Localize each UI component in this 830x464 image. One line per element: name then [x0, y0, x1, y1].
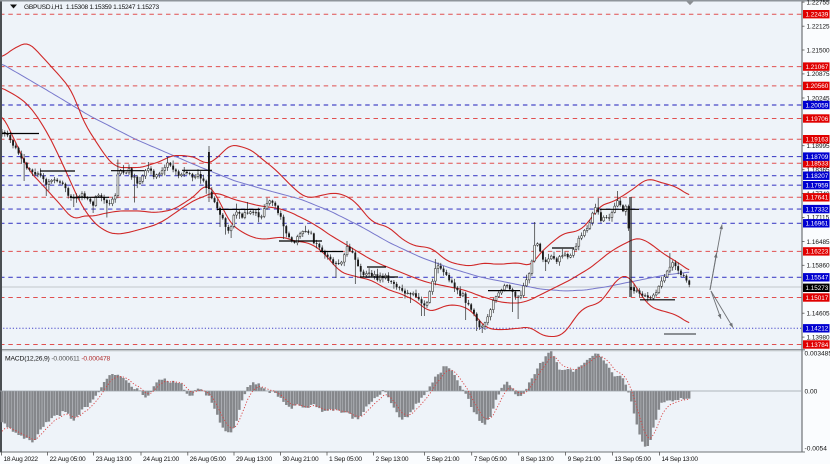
svg-text:7 Sep 05:00: 7 Sep 05:00	[474, 456, 507, 463]
svg-text:1.15017: 1.15017	[806, 295, 829, 302]
svg-text:1.17115: 1.17115	[807, 215, 830, 222]
svg-text:14 Sep 13:00: 14 Sep 13:00	[662, 456, 699, 463]
svg-text:1.16223: 1.16223	[806, 249, 829, 256]
svg-text:1.18207: 1.18207	[806, 173, 829, 180]
svg-text:26 Aug 05:00: 26 Aug 05:00	[190, 456, 226, 463]
svg-text:13 Sep 05:00: 13 Sep 05:00	[614, 456, 651, 463]
svg-text:18 Aug 2022: 18 Aug 2022	[4, 456, 39, 463]
svg-text:1.13980: 1.13980	[807, 334, 830, 341]
svg-text:1.15273: 1.15273	[806, 285, 829, 292]
svg-text:1.17332: 1.17332	[806, 206, 829, 213]
svg-text:GBPUSD.i,H1 1.15308 1.15359 1: GBPUSD.i,H1 1.15308 1.15359 1.15247 1.15…	[24, 4, 159, 11]
svg-text:MACD(12,26,9) -0.000611 -0.000: MACD(12,26,9) -0.000611 -0.000478	[5, 356, 111, 363]
svg-text:2 Sep 13:00: 2 Sep 13:00	[376, 456, 409, 463]
svg-text:1.21067: 1.21067	[806, 64, 829, 71]
svg-text:1 Sep 05:00: 1 Sep 05:00	[329, 456, 362, 463]
svg-text:1.18709: 1.18709	[806, 154, 829, 161]
svg-text:23 Aug 13:00: 23 Aug 13:00	[96, 456, 132, 463]
svg-text:30 Aug 21:00: 30 Aug 21:00	[283, 456, 319, 463]
svg-text:1.20560: 1.20560	[806, 83, 829, 90]
svg-text:5 Sep 21:00: 5 Sep 21:00	[427, 456, 460, 463]
svg-text:1.19163: 1.19163	[806, 137, 829, 144]
svg-text:1.17959: 1.17959	[806, 183, 829, 190]
svg-text:1.13784: 1.13784	[806, 342, 829, 349]
svg-text:1.14212: 1.14212	[806, 326, 829, 333]
svg-text:1.21500: 1.21500	[807, 47, 830, 54]
svg-text:1.18533: 1.18533	[806, 161, 829, 168]
svg-text:0.00: 0.00	[805, 389, 818, 396]
svg-text:1.22125: 1.22125	[807, 24, 830, 31]
svg-text:22 Aug 05:00: 22 Aug 05:00	[50, 456, 86, 463]
svg-text:0.003485: 0.003485	[805, 351, 830, 358]
svg-text:1.18365: 1.18365	[807, 167, 830, 174]
svg-text:1.20875: 1.20875	[807, 71, 830, 78]
svg-text:1.15547: 1.15547	[806, 275, 829, 282]
svg-text:1.14605: 1.14605	[807, 311, 830, 318]
svg-text:1.16961: 1.16961	[806, 221, 829, 228]
svg-text:1.20059: 1.20059	[806, 102, 829, 109]
svg-text:1.22755: 1.22755	[807, 0, 830, 6]
svg-text:1.22439: 1.22439	[806, 12, 829, 19]
svg-text:1.16485: 1.16485	[807, 239, 830, 246]
svg-text:8 Sep 13:00: 8 Sep 13:00	[521, 456, 554, 463]
svg-text:1.17641: 1.17641	[806, 195, 829, 202]
svg-text:24 Aug 21:00: 24 Aug 21:00	[143, 456, 179, 463]
svg-text:9 Sep 21:00: 9 Sep 21:00	[568, 456, 601, 463]
svg-text:29 Aug 13:00: 29 Aug 13:00	[236, 456, 272, 463]
svg-text:1.18995: 1.18995	[807, 143, 830, 150]
svg-text:1.20245: 1.20245	[807, 95, 830, 102]
svg-text:1.19706: 1.19706	[806, 116, 829, 123]
svg-text:1.15860: 1.15860	[807, 263, 830, 270]
svg-text:-0.0054: -0.0054	[805, 446, 828, 453]
